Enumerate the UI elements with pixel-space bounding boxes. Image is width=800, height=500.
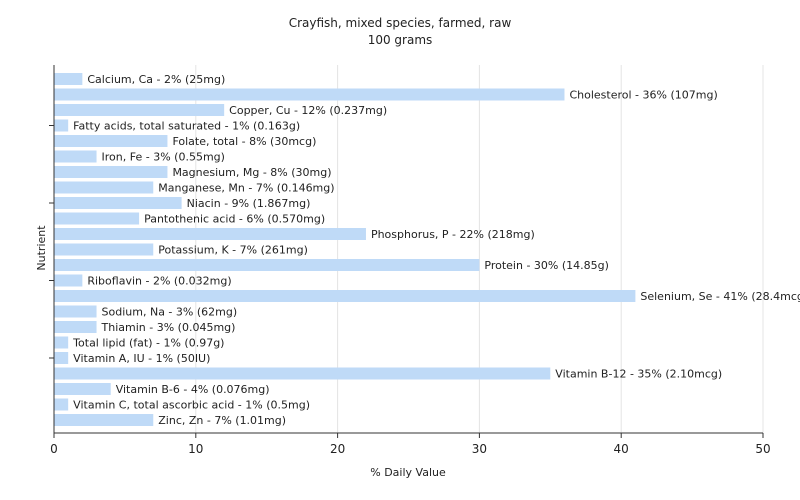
bar-label: Iron, Fe - 3% (0.55mg) xyxy=(102,151,225,164)
bar-label: Vitamin B-12 - 35% (2.10mcg) xyxy=(555,368,722,381)
bar-label: Thiamin - 3% (0.045mg) xyxy=(101,321,236,334)
bar xyxy=(54,181,154,194)
x-tick-label: 20 xyxy=(330,442,345,456)
bar-label: Pantothenic acid - 6% (0.570mg) xyxy=(144,213,325,226)
x-tick-label: 30 xyxy=(472,442,487,456)
chart-title: Crayfish, mixed species, farmed, raw xyxy=(289,16,512,30)
bar-label: Magnesium, Mg - 8% (30mg) xyxy=(172,166,331,179)
bar xyxy=(54,119,69,132)
bar xyxy=(54,398,69,411)
bar xyxy=(54,73,83,85)
bar-label: Vitamin A, IU - 1% (50IU) xyxy=(73,352,210,365)
bar-label: Copper, Cu - 12% (0.237mg) xyxy=(229,104,387,117)
x-tick-label: 10 xyxy=(188,442,203,456)
bar-label: Cholesterol - 36% (107mg) xyxy=(569,89,717,102)
bar-label: Niacin - 9% (1.867mg) xyxy=(187,197,311,210)
bar-label: Vitamin C, total ascorbic acid - 1% (0.5… xyxy=(73,399,310,412)
bar xyxy=(54,274,83,287)
bar-label: Calcium, Ca - 2% (25mg) xyxy=(87,73,225,86)
bar xyxy=(54,336,69,349)
x-tick-label: 50 xyxy=(755,442,770,456)
bar-label: Folate, total - 8% (30mcg) xyxy=(172,135,316,148)
bar-label: Protein - 30% (14.85g) xyxy=(484,259,609,272)
bar xyxy=(54,88,565,101)
bar-label: Riboflavin - 2% (0.032mg) xyxy=(87,275,231,288)
bar xyxy=(54,212,140,225)
bar xyxy=(54,228,366,240)
bar-label: Potassium, K - 7% (261mg) xyxy=(158,244,308,257)
chart-subtitle: 100 grams xyxy=(368,33,433,47)
x-tick-label: 40 xyxy=(614,442,629,456)
bar xyxy=(54,305,97,318)
bar xyxy=(54,367,551,380)
x-tick-label: 0 xyxy=(50,442,58,456)
bars xyxy=(54,73,636,426)
bar xyxy=(54,352,69,364)
bar xyxy=(54,166,168,178)
bar xyxy=(54,290,636,302)
bar xyxy=(54,414,154,426)
bar-label: Sodium, Na - 3% (62mg) xyxy=(102,306,238,319)
x-axis-label: % Daily Value xyxy=(370,466,446,479)
bar xyxy=(54,243,154,256)
bar-labels: Calcium, Ca - 2% (25mg) Cholesterol - 36%… xyxy=(72,73,800,427)
bar xyxy=(54,150,97,163)
bar-label: Vitamin B-6 - 4% (0.076mg) xyxy=(116,383,270,396)
bar xyxy=(54,104,225,116)
bar-label: Total lipid (fat) - 1% (0.97g) xyxy=(72,337,224,350)
bar-label: Fatty acids, total saturated - 1% (0.163… xyxy=(73,120,300,133)
bar xyxy=(54,383,111,395)
bar xyxy=(54,197,182,209)
y-axis-label: Nutrient xyxy=(35,225,48,271)
bar xyxy=(54,321,97,333)
axes xyxy=(49,65,763,434)
bar-label: Zinc, Zn - 7% (1.01mg) xyxy=(158,414,286,427)
bar-label: Phosphorus, P - 22% (218mg) xyxy=(371,228,535,241)
bar xyxy=(54,135,168,147)
bar-label: Selenium, Se - 41% (28.4mcg) xyxy=(640,290,800,303)
bar xyxy=(54,259,480,271)
x-ticks: 0 10 20 30 40 50 xyxy=(50,433,771,456)
bar-label: Manganese, Mn - 7% (0.146mg) xyxy=(158,182,334,195)
